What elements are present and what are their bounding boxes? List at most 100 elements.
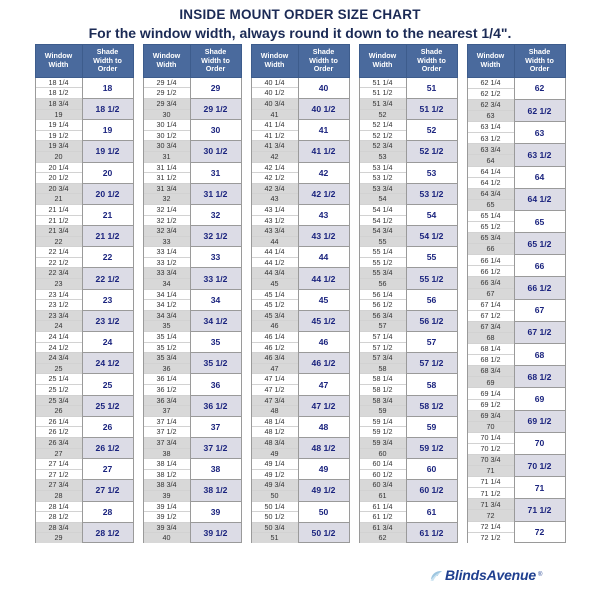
cell-shade-width: 30 (189, 119, 242, 142)
cell-window-width: 67 1/2 (466, 309, 515, 322)
table-row: 42 (250, 150, 349, 163)
cell-window-width: 20 (34, 150, 83, 163)
shade-width-label-line2: Width to (417, 55, 446, 65)
table-row: 50 3/4 50 1/2 (250, 521, 350, 544)
table-row: 53 3/4 53 1/2 (358, 182, 458, 205)
cell-window-width: 62 (358, 532, 407, 543)
cell-window-width: 26 3/4 (34, 436, 83, 449)
cell-window-width: 45 3/4 (250, 309, 299, 321)
cell-window-width: 22 1/2 (34, 256, 83, 268)
cell-window-width: 58 (358, 362, 407, 374)
table-row: 70 1/2 (466, 442, 565, 455)
table-row: 40 1/2 (250, 87, 349, 99)
window-width-label-line2: Width (156, 59, 177, 69)
cell-shade-width: 56 (405, 288, 458, 311)
cell-window-width: 45 1/4 (250, 288, 299, 300)
cell-window-width: 57 3/4 (358, 352, 407, 364)
cell-window-width: 61 1/4 (358, 500, 407, 512)
cell-shade-width: 53 (405, 161, 458, 184)
table-row: 44 3/4 44 1/2 (250, 267, 350, 290)
table-row: 35 1/4 35 (142, 331, 242, 354)
cell-window-width: 56 3/4 (358, 309, 407, 321)
table-row: 20 1/4 20 (34, 161, 134, 184)
cell-window-width: 54 3/4 (358, 225, 407, 237)
size-table: Window Width Shade Width to Order 62 1/4 62 62 … (466, 44, 566, 544)
cell-window-width: 30 1/2 (142, 129, 191, 141)
cell-window-width: 56 (358, 278, 407, 290)
cell-shade-width: 51 1/2 (405, 97, 458, 121)
cell-window-width: 66 1/2 (466, 265, 515, 277)
cell-window-width: 23 1/2 (34, 299, 83, 311)
table-row: 19 1/2 (34, 129, 133, 141)
cell-window-width: 62 3/4 (466, 98, 515, 111)
cell-shade-width: 48 1/2 (297, 436, 350, 460)
cell-shade-width: 56 1/2 (405, 309, 458, 333)
cell-shade-width: 21 1/2 (81, 225, 134, 248)
cell-window-width: 60 1/4 (358, 458, 407, 470)
cell-window-width: 24 (34, 320, 83, 332)
column-header-window-width: Window Width (142, 44, 191, 78)
cell-window-width: 71 1/2 (466, 487, 515, 499)
table-row: 54 1/2 (358, 214, 457, 226)
table-row: 61 (358, 489, 457, 502)
size-table: Window Width Shade Width to Order 18 1/4 18 18 … (34, 44, 134, 544)
cell-window-width: 24 1/2 (34, 341, 83, 353)
cell-window-width: 47 3/4 (250, 394, 299, 406)
cell-shade-width: 59 (405, 415, 458, 438)
cell-shade-width: 72 (513, 520, 566, 544)
table-row: 65 1/4 65 (466, 209, 566, 234)
cell-shade-width: 27 (81, 458, 134, 481)
cell-window-width: 51 (250, 532, 299, 543)
cell-window-width: 42 3/4 (250, 182, 299, 194)
table-row: 35 (142, 320, 241, 332)
table-row: 59 (358, 405, 457, 417)
cell-window-width: 58 1/2 (358, 384, 407, 396)
table-row: 34 1/2 (142, 299, 241, 311)
cell-window-width: 27 (34, 447, 83, 459)
table-row: 22 3/4 22 1/2 (34, 267, 134, 290)
page-title: INSIDE MOUNT ORDER SIZE CHART (179, 7, 421, 22)
cell-window-width: 24 1/4 (34, 331, 83, 343)
cell-window-width: 34 3/4 (142, 309, 191, 321)
cell-shade-width: 51 (405, 76, 458, 99)
table-row: 49 3/4 49 1/2 (250, 479, 350, 502)
brand-logo[interactable]: BlindsAvenue ® (430, 568, 542, 582)
cell-window-width: 39 3/4 (142, 521, 191, 533)
table-row: 49 1/4 49 (250, 458, 350, 481)
cell-window-width: 21 1/4 (34, 203, 83, 215)
table-row: 65 (466, 198, 565, 211)
cell-window-width: 34 1/4 (142, 288, 191, 300)
table-row: 56 3/4 56 1/2 (358, 309, 458, 333)
cell-window-width: 42 1/2 (250, 172, 299, 184)
cell-window-width: 65 3/4 (466, 232, 515, 244)
table-row: 19 1/4 19 (34, 119, 134, 142)
table-row: 60 1/4 60 (358, 458, 458, 481)
cell-window-width: 34 1/2 (142, 299, 191, 311)
table-row: 63 1/4 63 (466, 121, 566, 145)
table-row: 44 1/2 (250, 256, 349, 268)
cell-window-width: 29 (34, 532, 83, 543)
table-row: 33 1/2 (142, 256, 241, 268)
shade-width-label-line2: Width to (201, 55, 230, 65)
cell-window-width: 25 3/4 (34, 394, 83, 406)
table-row: 62 1/4 62 (466, 76, 566, 100)
table-row: 43 3/4 43 1/2 (250, 225, 350, 248)
table-row: 62 1/2 (466, 87, 565, 100)
cell-window-width: 25 (34, 362, 83, 374)
column-header-shade-width: Shade Width to Order (297, 44, 350, 78)
cell-window-width: 18 1/4 (34, 76, 83, 88)
table-row: 60 1/2 (358, 468, 457, 480)
cell-window-width: 22 (34, 235, 83, 247)
column-header-shade-width: Shade Width to Order (405, 44, 458, 78)
cell-shade-width: 39 (189, 500, 242, 523)
cell-window-width: 55 (358, 235, 407, 247)
cell-window-width: 18 3/4 (34, 97, 83, 110)
table-row: 41 3/4 41 1/2 (250, 140, 350, 163)
table-row: 57 1/2 (358, 341, 457, 353)
cell-window-width: 49 (250, 447, 299, 459)
table-row: 27 1/2 (34, 468, 133, 480)
cell-shade-width: 55 (405, 246, 458, 269)
cell-shade-width: 32 (189, 203, 242, 227)
cell-window-width: 58 1/4 (358, 373, 407, 385)
cell-window-width: 70 3/4 (466, 453, 515, 466)
